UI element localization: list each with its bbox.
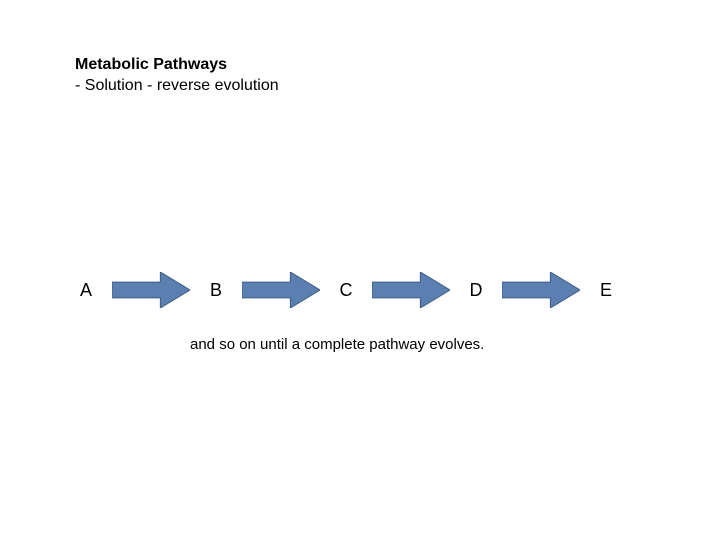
arrow-wrap — [487, 272, 595, 308]
pathway-node: D — [465, 280, 487, 301]
arrow-icon — [372, 272, 450, 308]
arrow-wrap — [227, 272, 335, 308]
pathway-row: A B C D E — [75, 272, 617, 308]
caption-text: and so on until a complete pathway evolv… — [190, 335, 484, 355]
pathway-node: B — [205, 280, 227, 301]
arrow-wrap — [357, 272, 465, 308]
title-line2: - Solution - reverse evolution — [75, 76, 279, 97]
title-line1: Metabolic Pathways — [75, 55, 279, 76]
arrow-icon — [112, 272, 190, 308]
pathway-node: E — [595, 280, 617, 301]
arrow-icon — [502, 272, 580, 308]
arrow-icon — [242, 272, 320, 308]
pathway-node: C — [335, 280, 357, 301]
arrow-wrap — [97, 272, 205, 308]
title-block: Metabolic Pathways - Solution - reverse … — [75, 55, 279, 97]
slide: Metabolic Pathways - Solution - reverse … — [0, 0, 720, 540]
pathway-node: A — [75, 280, 97, 301]
